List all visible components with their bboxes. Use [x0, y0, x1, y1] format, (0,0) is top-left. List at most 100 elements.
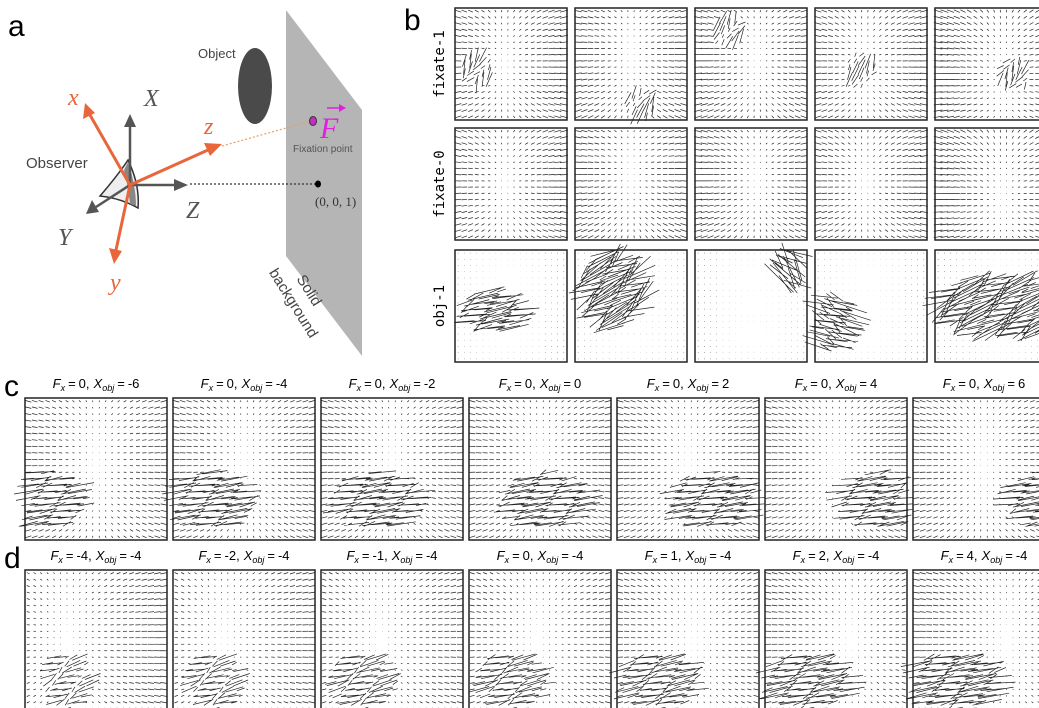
title-part: =: [415, 548, 423, 563]
panel-title: Fx = -1, Xobj = -4: [346, 548, 437, 565]
panel-label: c: [4, 370, 19, 403]
panel-title: Fx = 0, Xobj = -4: [201, 376, 288, 393]
title-part: =: [561, 548, 569, 563]
field-frame: [934, 127, 1039, 241]
title-part: X: [983, 376, 994, 391]
vector-field: [174, 572, 316, 708]
panel-title: Fx = -4, Xobj = -4: [50, 548, 141, 565]
title-part: ,: [678, 548, 682, 563]
title-part: 0: [969, 376, 976, 391]
row-label: fixate-0: [432, 150, 448, 217]
title-part: X: [833, 548, 844, 563]
vector-field: [616, 400, 770, 539]
title-part: F: [201, 376, 210, 391]
observer-axes: [83, 103, 222, 264]
object-label: Object: [198, 46, 236, 61]
title-part: 0: [79, 376, 86, 391]
title-part: =: [512, 548, 520, 563]
title-part: x: [652, 555, 658, 565]
title-part: X: [93, 376, 104, 391]
title-part: =: [1007, 376, 1015, 391]
panel-label: a: [8, 10, 25, 43]
title-part: X: [685, 548, 696, 563]
vector-field: [933, 9, 1039, 119]
title-part: 0: [227, 376, 234, 391]
diagram: Object Observer x X z Z Y y F Fixation p…: [26, 10, 362, 356]
vector-field: [574, 129, 688, 239]
title-part: -4: [426, 548, 438, 563]
vector-field: [568, 243, 685, 360]
fixation-point: [309, 116, 317, 126]
title-part: ,: [826, 548, 830, 563]
panel-title: Fx = 0, Xobj = 6: [943, 376, 1025, 393]
field-frame: [468, 397, 612, 541]
title-part: obj: [250, 383, 263, 393]
axis-label: Z: [186, 198, 200, 224]
title-part: F: [647, 376, 656, 391]
title-part: obj: [990, 555, 1003, 565]
title-part: x: [506, 383, 512, 393]
title-part: ,: [974, 548, 978, 563]
title-part: x: [802, 383, 808, 393]
title-part: 0: [525, 376, 532, 391]
title-part: ,: [680, 376, 684, 391]
row-label: obj-1: [432, 285, 448, 327]
vector-arrow: [327, 104, 346, 112]
gaze-line: [221, 120, 312, 147]
title-part: F: [497, 548, 506, 563]
axis-label: y: [108, 270, 121, 296]
origin-label: (0, 0, 1): [315, 194, 356, 209]
title-part: obj: [548, 383, 561, 393]
vector-field: [162, 400, 316, 539]
vector-field: [814, 9, 928, 119]
title-part: F: [53, 376, 62, 391]
panel-title: Fx = 1, Xobj = -4: [645, 548, 732, 565]
title-part: x: [353, 555, 359, 565]
title-part: 4: [870, 376, 877, 391]
title-part: obj: [546, 555, 559, 565]
title-part: x: [205, 555, 211, 565]
title-part: x: [654, 383, 660, 393]
title-part: 0: [574, 376, 581, 391]
title-part: =: [267, 548, 275, 563]
axis-label: x: [67, 85, 79, 111]
title-part: ,: [88, 548, 92, 563]
object: [238, 48, 272, 124]
field-frame: [574, 7, 688, 121]
title-part: 2: [819, 548, 826, 563]
title-part: x: [208, 383, 214, 393]
title-part: -4: [868, 548, 880, 563]
vector-field: [468, 572, 611, 708]
title-part: obj: [400, 555, 413, 565]
panel-title: Fx = 4, Xobj = -4: [941, 548, 1028, 565]
title-part: ,: [976, 376, 980, 391]
field-frame: [454, 127, 568, 241]
title-part: x: [60, 383, 66, 393]
vector-field: [764, 400, 918, 539]
title-part: -6: [128, 376, 140, 391]
vector-field: [454, 9, 568, 119]
title-part: x: [948, 555, 954, 565]
title-part: ,: [382, 376, 386, 391]
title-part: X: [243, 548, 254, 563]
field-frame: [694, 7, 808, 121]
title-part: ,: [384, 548, 388, 563]
field-frame: [172, 397, 316, 541]
title-part: =: [709, 548, 717, 563]
vector-field: [933, 129, 1039, 239]
axis-label: X: [143, 86, 160, 112]
title-part: X: [241, 376, 252, 391]
title-part: =: [216, 376, 224, 391]
title-part: =: [364, 376, 372, 391]
panel-title: Fx = 0, Xobj = -4: [497, 548, 584, 565]
field-frame: [814, 7, 928, 121]
fixation-symbol: F: [319, 112, 339, 145]
title-part: 2: [722, 376, 729, 391]
title-part: ,: [236, 548, 240, 563]
title-part: -4: [1016, 548, 1028, 563]
title-part: =: [265, 376, 273, 391]
title-part: obj: [104, 555, 117, 565]
title-part: F: [793, 548, 802, 563]
field-frame: [912, 397, 1039, 541]
field-frame: [934, 7, 1039, 121]
